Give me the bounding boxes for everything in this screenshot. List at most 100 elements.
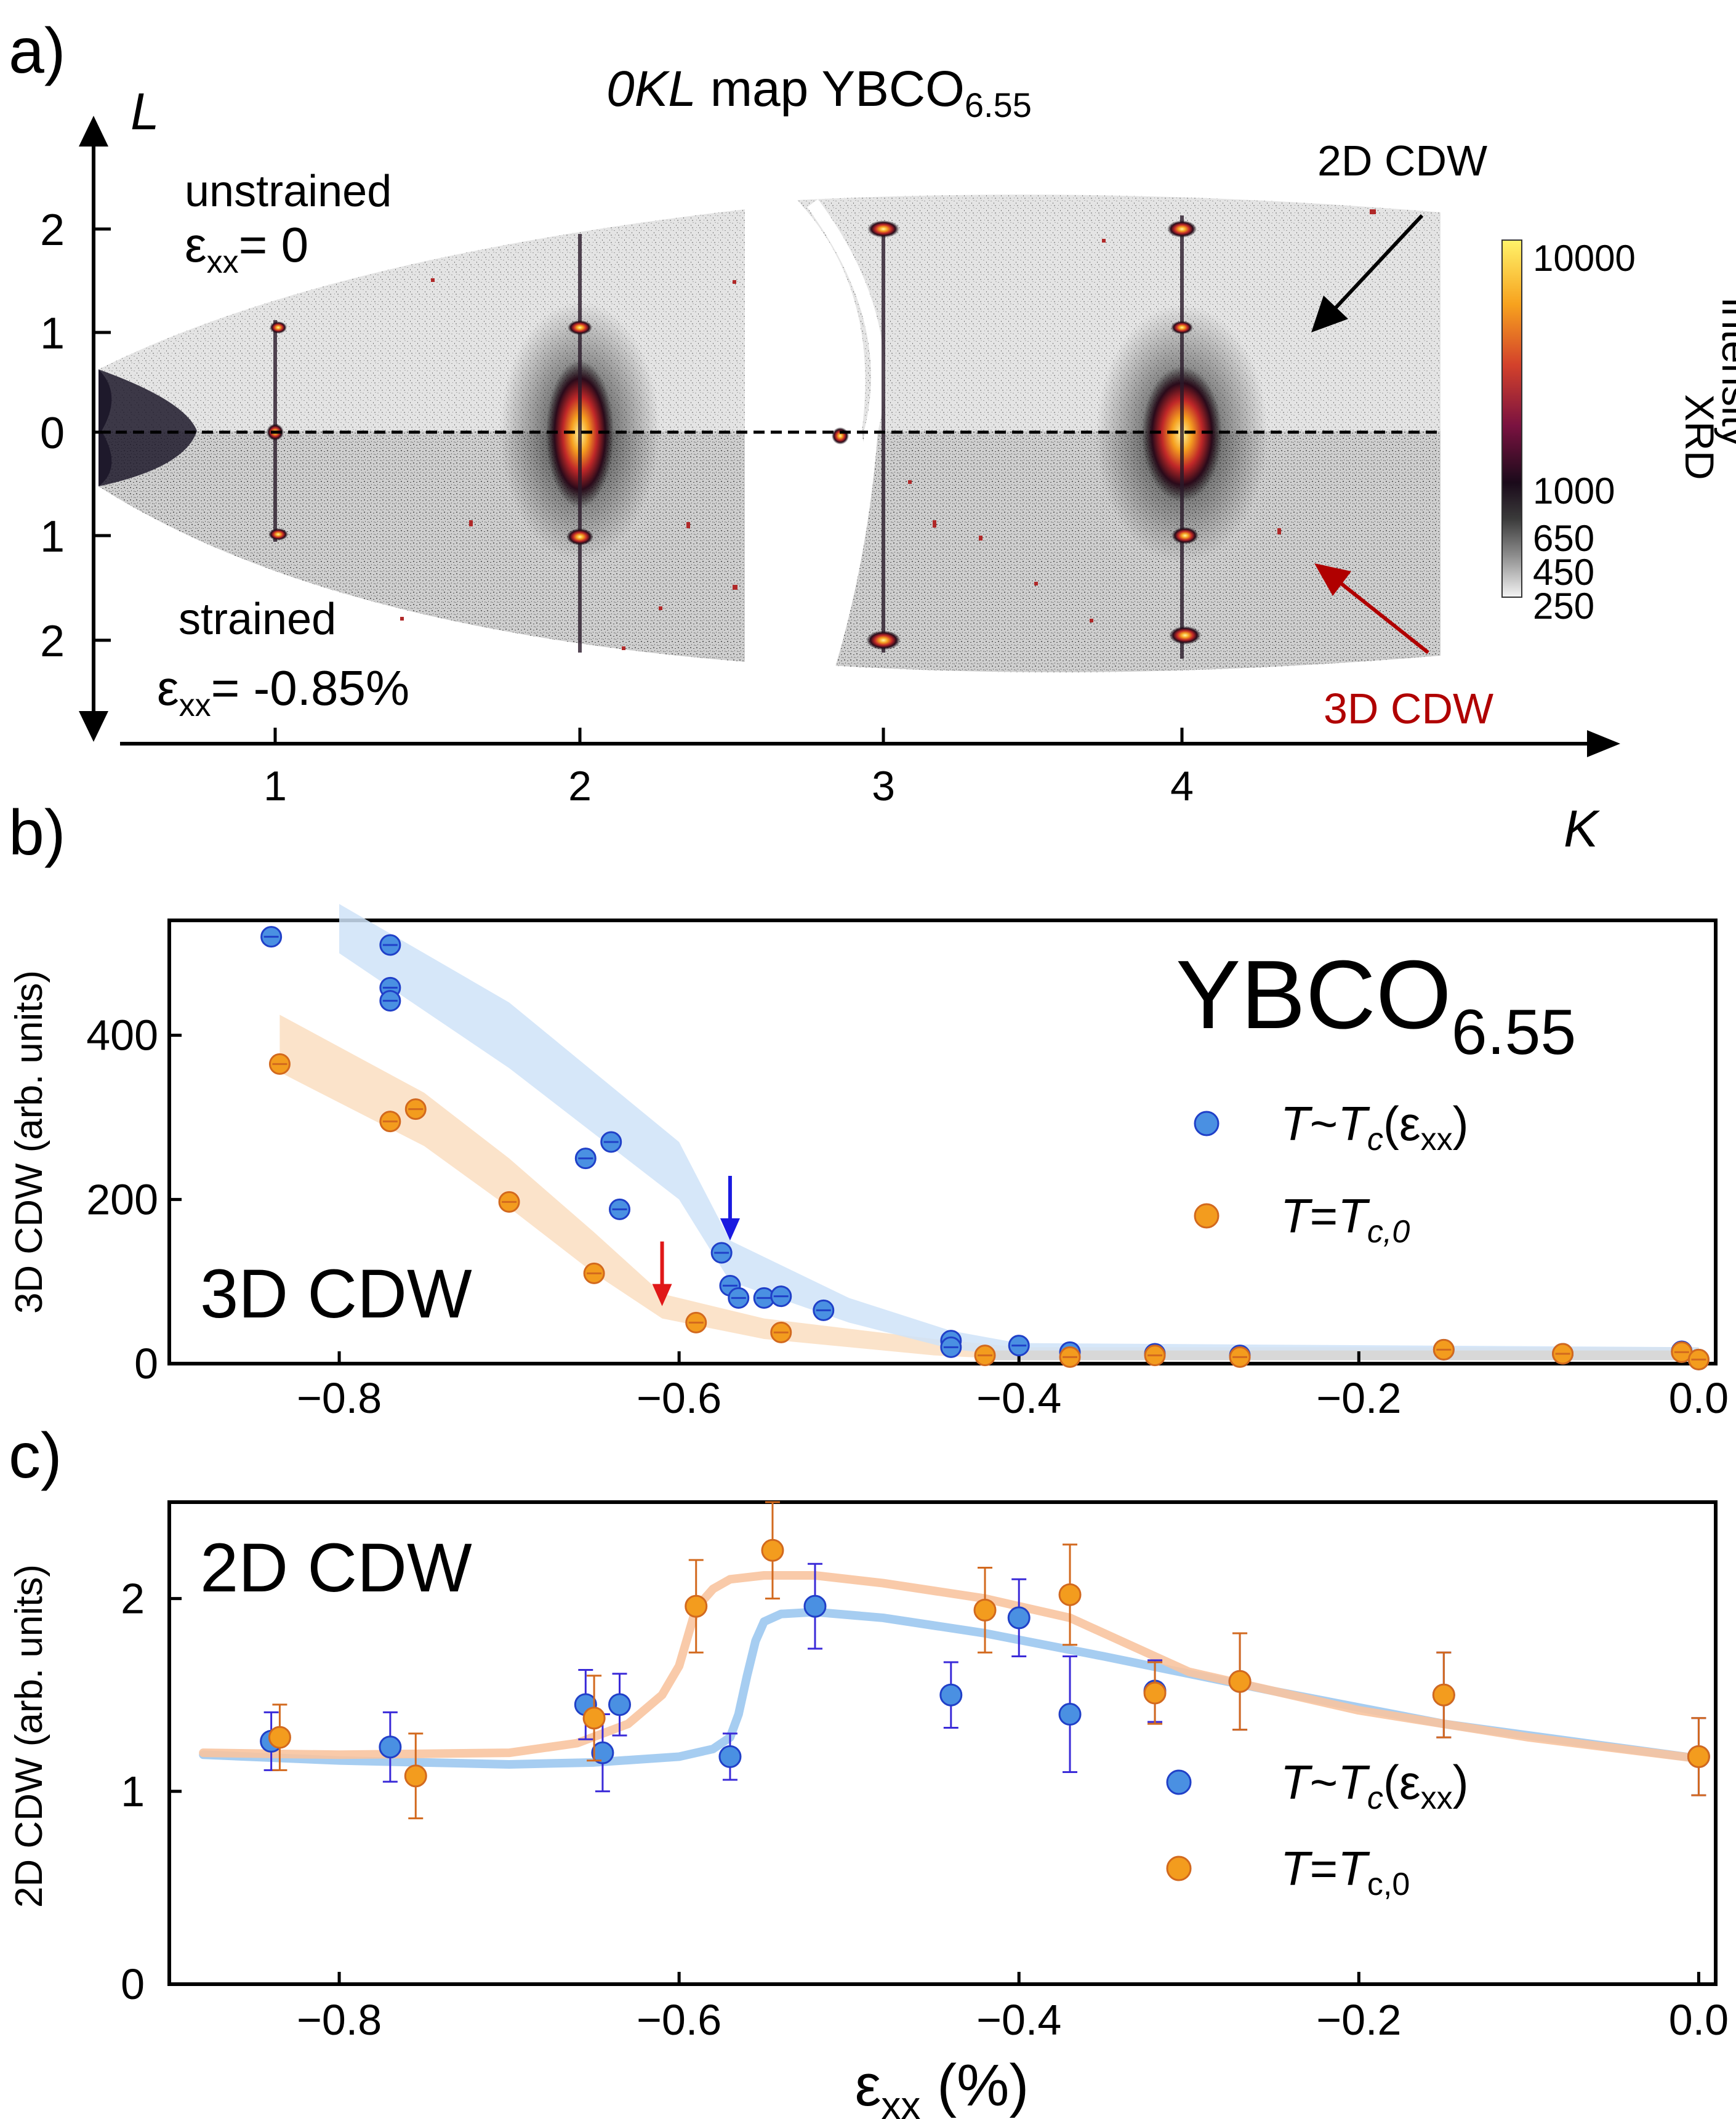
- point-tc0: [582, 1707, 606, 1730]
- point-tc0: [685, 1594, 708, 1618]
- point-tc0: [1143, 1681, 1167, 1705]
- k-tick-label: 2: [568, 763, 592, 810]
- panel-c-ticks: −0.8 −0.6 −0.4 −0.2 0.0 0 1 2: [121, 1575, 1729, 2044]
- panel-b-points: [260, 926, 1710, 1370]
- point-tc0: [761, 1538, 784, 1562]
- colorbar-title: XRD: [1677, 394, 1722, 480]
- panel-c-xlabel: εxx (%): [855, 2053, 1029, 2119]
- unstrained-eps-sub: xx: [207, 244, 239, 280]
- x-tick-label: −0.8: [297, 1374, 382, 1422]
- y-tick-label: 400: [86, 1011, 158, 1060]
- axis-label-L: L: [131, 82, 159, 140]
- point-tc-eps: [379, 1735, 402, 1759]
- l-tick-label: 1: [40, 309, 65, 358]
- panel-b-legend: T~Tc(εxx) T=Tc,0: [1194, 1096, 1469, 1250]
- red-arrow-head: [652, 1284, 672, 1306]
- cdw-2d-annotation: 2D CDW: [1317, 137, 1487, 185]
- legend-entry-tc-eps: T~Tc(εxx): [1280, 1755, 1469, 1816]
- y-tick-label: 0: [134, 1340, 158, 1388]
- bragg-peak: [568, 320, 592, 335]
- y-tick-label: 0: [121, 1960, 145, 2008]
- bragg-peak: [1171, 321, 1193, 334]
- bragg-peak: [1169, 626, 1201, 645]
- panel-b-title-sub: 6.55: [1452, 997, 1576, 1068]
- strained-eps-value: = -0.85%: [211, 661, 409, 715]
- bragg-peak: [270, 321, 287, 334]
- point-tc-eps: [803, 1594, 827, 1618]
- colorbar-tick-label: 1000: [1533, 470, 1615, 512]
- panel-c-label: c): [9, 1420, 62, 1492]
- panel-c-inset-label: 2D CDW: [200, 1529, 472, 1606]
- panel-b-ticks: −0.8 −0.6 −0.4 −0.2 0.0 0 200 400: [86, 1011, 1729, 1422]
- legend-marker-orange: [1166, 1856, 1192, 1881]
- point-tc0: [404, 1764, 427, 1788]
- panel-c-legend: T~Tc(εxx) T=Tc,0: [1166, 1755, 1469, 1902]
- satellite-spots: [400, 209, 1376, 650]
- panel-c: c) 2D CDW (arb. units) −0.8 −0.6 −0.4 −0.2 0…: [8, 1420, 1729, 2119]
- k-tick-label: 3: [872, 763, 895, 810]
- x-tick-label: −0.8: [297, 1996, 382, 2044]
- map-title-prefix: 0KL: [606, 61, 696, 117]
- unstrained-eps-value: = 0: [239, 217, 308, 272]
- map-right-region: [797, 195, 1441, 672]
- x-tick-label: 0.0: [1669, 1374, 1729, 1422]
- band-baseline: [985, 1350, 1699, 1361]
- cdw-2d-arrow: [1311, 214, 1424, 332]
- point-tc0: [1228, 1670, 1252, 1693]
- bragg-peak: [566, 528, 593, 545]
- point-tc0: [973, 1598, 997, 1622]
- panel-b-inset-label: 3D CDW: [200, 1255, 472, 1332]
- band-tc0: [279, 1015, 1699, 1360]
- panel-b-bands: [279, 904, 1699, 1361]
- k-tick-marks: [273, 728, 1184, 744]
- l-tick-label: 2: [40, 617, 65, 666]
- x-tick-label: −0.6: [637, 1374, 721, 1422]
- point-tc0: [1687, 1745, 1710, 1768]
- bragg-peak: [268, 528, 288, 541]
- colorbar-tick-labels: 10000 1000 650 450 250: [1533, 238, 1636, 627]
- bragg-peak: [1171, 527, 1199, 544]
- bragg-peak: [867, 220, 899, 238]
- y-tick-label: 200: [86, 1175, 158, 1223]
- panel-b-frame: [167, 919, 1718, 1365]
- point-tc-eps: [939, 1683, 963, 1707]
- point-tc-eps: [1007, 1606, 1031, 1630]
- colorbar-subtitle: intensity: [1714, 298, 1736, 447]
- l-tick-marks: [94, 227, 111, 642]
- legend-marker-blue: [1166, 1769, 1192, 1795]
- k-tick-label: 1: [263, 763, 287, 810]
- legend-marker-blue: [1194, 1111, 1220, 1136]
- legend-entry-tc-eps: T~Tc(εxx): [1280, 1096, 1469, 1157]
- band-tc-eps: [339, 904, 1699, 1360]
- l-tick-labels: 2 1 0 1 2: [40, 206, 65, 666]
- point-tc0: [1058, 1583, 1082, 1606]
- point-tc-eps: [718, 1745, 742, 1768]
- colorbar-tick-label: 250: [1533, 585, 1594, 627]
- k-tick-labels: 1 2 3 4: [263, 763, 1194, 810]
- x-tick-label: −0.6: [637, 1996, 721, 2044]
- x-tick-label: −0.4: [976, 1996, 1061, 2044]
- strained-eps: ε: [157, 661, 179, 715]
- point-tc-eps: [591, 1741, 614, 1764]
- point-tc0: [268, 1726, 291, 1749]
- cdw-3d-arrow: [1314, 563, 1429, 654]
- blue-arrow-head: [720, 1218, 740, 1240]
- legend-entry-tc0: T=Tc,0: [1280, 1841, 1410, 1902]
- panel-a: a) 0KL map YBCO6.55: [9, 15, 1736, 858]
- map-axes: [79, 116, 1620, 757]
- point-tc-eps: [1058, 1703, 1082, 1726]
- point-tc0: [1432, 1683, 1455, 1707]
- map-title: 0KL map YBCO6.55: [606, 61, 1032, 124]
- panel-c-points: [260, 1501, 1710, 1820]
- k-tick-label: 4: [1170, 763, 1194, 810]
- panel-b-arrows: [652, 1176, 740, 1306]
- panel-a-label: a): [9, 15, 65, 87]
- bragg-peaks: [267, 220, 1201, 650]
- strained-label: strained: [179, 595, 336, 644]
- colorbar-tick-label: 450: [1533, 552, 1594, 593]
- colorbar-tick-label: 650: [1533, 518, 1594, 559]
- map-title-sub: 6.55: [965, 86, 1032, 124]
- bragg-peak: [1167, 220, 1197, 238]
- y-tick-label: 2: [121, 1575, 145, 1623]
